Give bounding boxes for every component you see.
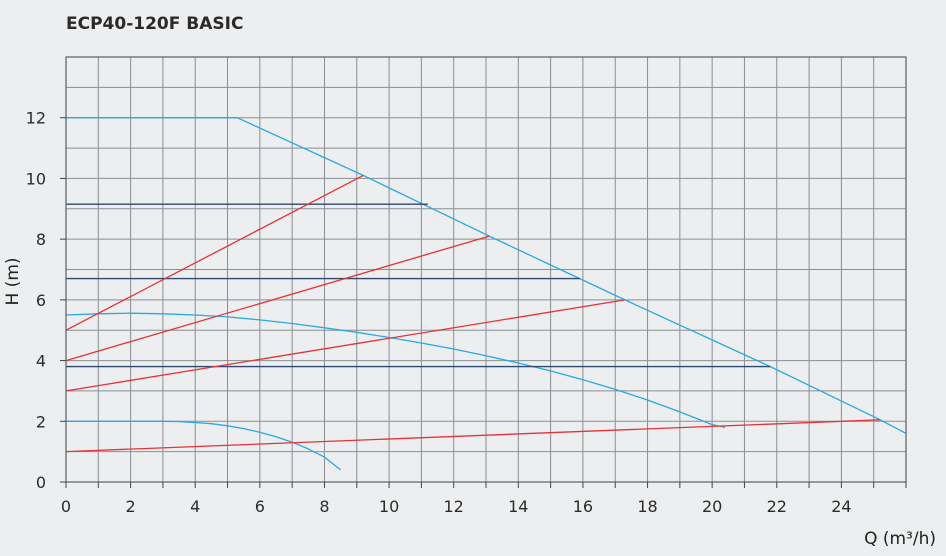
x-tick-label: 12 [444, 497, 464, 516]
x-axis-label: Q (m³/h) [864, 529, 936, 549]
pump-curve-line-1 [65, 312, 726, 429]
y-tick-label: 2 [36, 412, 46, 431]
x-tick-label: 2 [126, 497, 136, 516]
frame-layer [60, 56, 907, 488]
x-tick-label: 0 [61, 497, 71, 516]
y-tick-label: 8 [36, 230, 46, 249]
pump-curve-line-2 [66, 420, 342, 471]
y-tick-label: 10 [26, 169, 46, 188]
x-tick-label: 6 [255, 497, 265, 516]
chart-title: ECP40-120F BASIC [66, 14, 244, 34]
y-tick-label: 12 [26, 109, 46, 128]
x-tick-label: 22 [767, 497, 787, 516]
system-curve-line-8 [65, 299, 626, 392]
x-tick-label: 8 [319, 497, 329, 516]
y-axis-label: H (m) [3, 257, 23, 305]
system-curve-line-9 [65, 419, 881, 453]
x-tick-label: 14 [508, 497, 528, 516]
system-curve-line-6 [65, 174, 364, 331]
series-layer [65, 117, 907, 471]
x-tick-label: 16 [573, 497, 593, 516]
x-tick-label: 4 [190, 497, 200, 516]
system-curve-line-7 [65, 235, 490, 362]
y-tick-label: 4 [36, 352, 46, 371]
x-tick-label: 10 [379, 497, 399, 516]
grid-layer [66, 57, 906, 482]
y-tick-label: 0 [36, 473, 46, 492]
x-tick-label: 24 [831, 497, 851, 516]
x-tick-label: 18 [637, 497, 657, 516]
x-tick-label: 20 [702, 497, 722, 516]
y-tick-label: 6 [36, 291, 46, 310]
